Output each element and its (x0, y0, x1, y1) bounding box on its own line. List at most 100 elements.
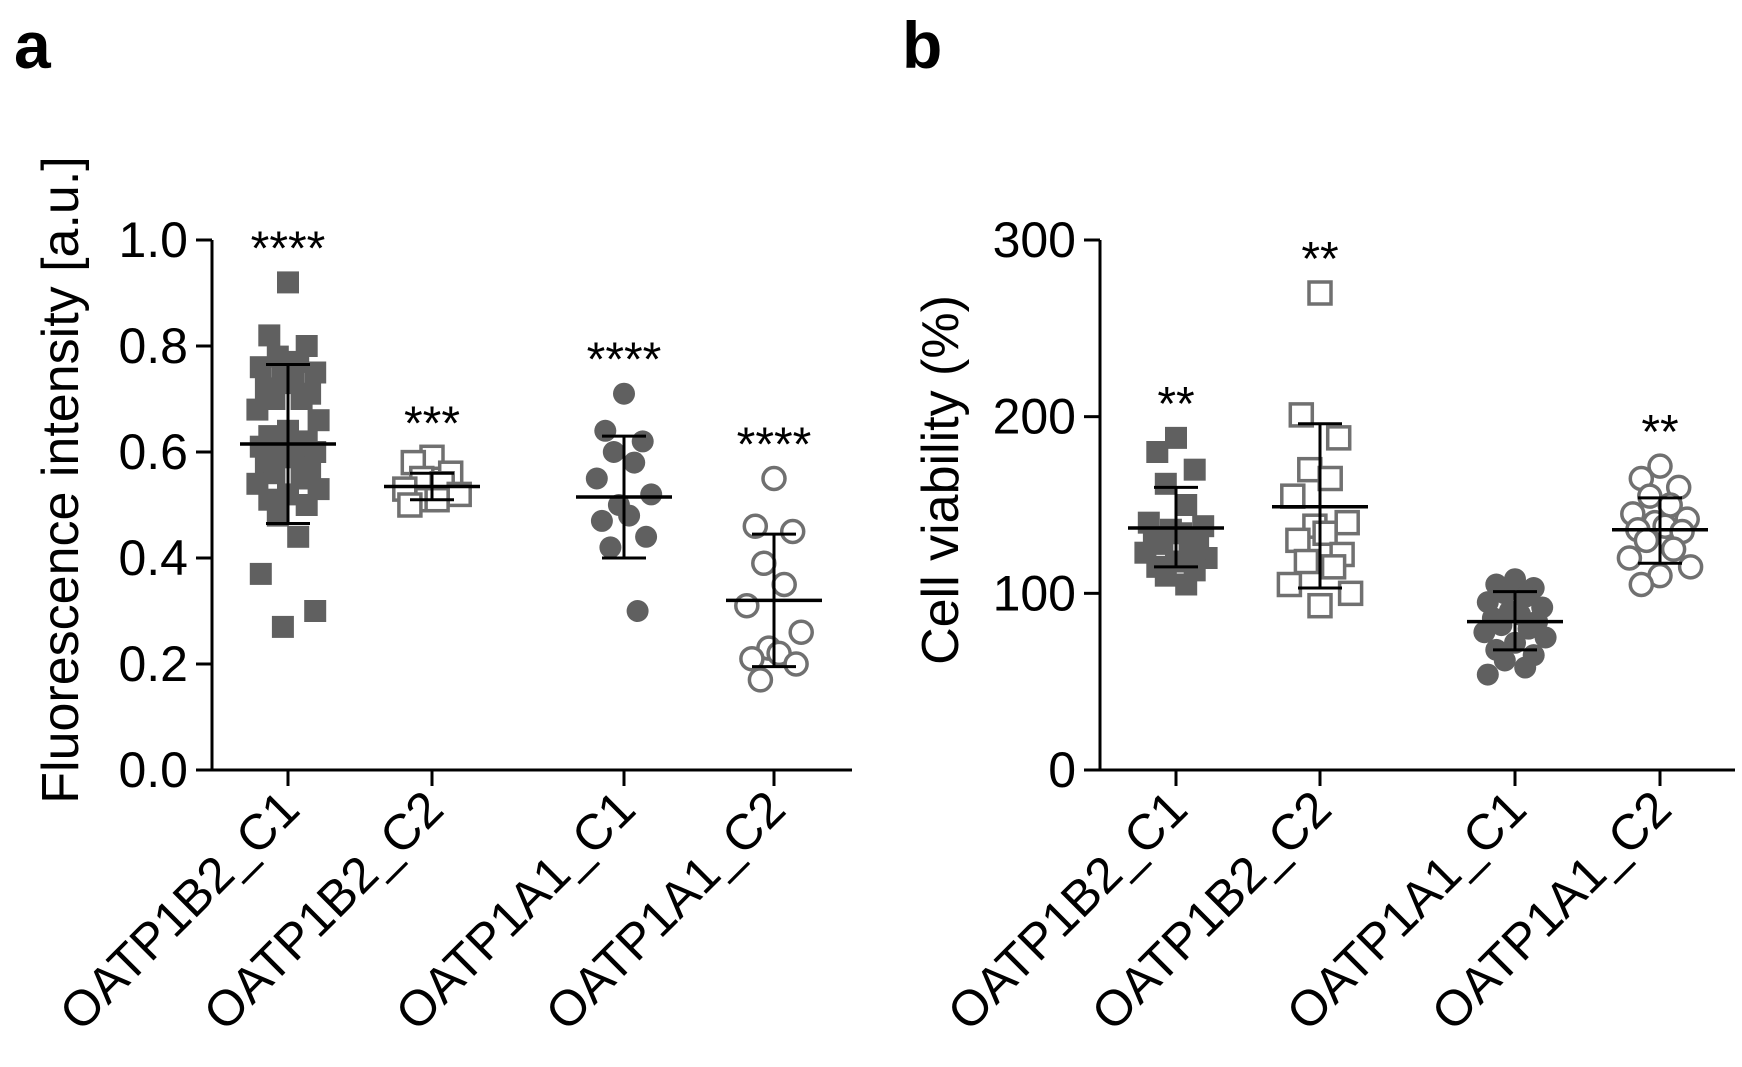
panel-a-significance-label: **** (251, 222, 326, 275)
panel-a-data-point (304, 361, 327, 384)
panel-a-data-point (290, 388, 313, 410)
panel-a-y-axis-label: Fluorescence intensity [a.u.] (32, 156, 90, 803)
panel-a-data-point (246, 398, 269, 421)
panel-a-data-point (594, 419, 617, 442)
panel-a: a Fluorescence intensity [a.u.] 0.0 0.2 0.… (14, 8, 852, 1041)
panel-b-data-point (1165, 426, 1187, 449)
panel-a-data-point (287, 525, 310, 548)
panel-b-data-point (1337, 580, 1364, 607)
panel-a-data-point (271, 615, 294, 638)
panel-a-axes: 0.00.20.40.60.81.0OATP1B2_C1OATP1B2_C2OA… (49, 212, 852, 1041)
panel-b-significance-label: ** (1157, 378, 1194, 431)
panel-a-significance-label: **** (587, 334, 662, 387)
panel-b-data-point (1154, 472, 1177, 495)
panel-a-data-point (742, 513, 769, 539)
panel-a-data-point (304, 600, 327, 622)
panel-a-data-point (266, 504, 289, 527)
panel-b-data-point (1285, 527, 1311, 554)
panel-b-data-point (1183, 458, 1206, 481)
panel-a-y-tick-label: 0.6 (118, 424, 188, 480)
panel-b-data-point (1175, 573, 1198, 596)
panel-a-data-point (618, 504, 641, 527)
panel-b-y-tick-label: 300 (993, 212, 1076, 268)
panel-a-y-tick-label: 1.0 (118, 212, 188, 268)
panel-b-data-point (1334, 509, 1360, 536)
panel-a-data-point (263, 388, 286, 410)
panel-b-data-point (1647, 453, 1673, 479)
panel-a-data-point (590, 509, 613, 532)
panel-a-data-point (258, 324, 281, 347)
panel-b-data-point (1677, 554, 1704, 580)
panel-a-data-point (635, 525, 658, 548)
panel-b-data-point (1490, 614, 1513, 637)
panel-b-data-point (1633, 527, 1660, 554)
panel-a-data-point (771, 571, 797, 598)
panel-b-data-point (1307, 592, 1333, 619)
panel-b-data-point (1175, 494, 1198, 516)
panel-a-series-OATP1A1_C2: **** (726, 419, 822, 693)
panel-a-data-point (623, 451, 646, 474)
panel-b-y-tick-label: 0 (1048, 742, 1076, 798)
panel-b-y-axis-label: Cell viability (%) (912, 295, 970, 665)
panel-a-significance-label: **** (737, 419, 812, 472)
panel-b-data-point (1493, 649, 1516, 672)
panel-b-series-OATP1B2_C1: ** (1128, 378, 1224, 596)
panel-b-label: b (902, 8, 942, 82)
panel-b-data-point (1288, 402, 1315, 428)
panel-b-data-point (1151, 532, 1174, 555)
panel-b: b Cell viability (%) 0100200300OATP1B2_C… (902, 8, 1735, 1041)
panel-b-series-OATP1B2_C2: ** (1272, 233, 1368, 619)
panel-a-data-point (626, 600, 649, 622)
panel-a-data-point (788, 619, 814, 645)
panel-b-data-point (1154, 564, 1177, 587)
panel-b-series-OATP1A1_C1 (1467, 568, 1563, 686)
panel-a-y-tick-label: 0.2 (118, 636, 188, 692)
panel-a-data-point (307, 409, 330, 432)
panel-a-data-point (295, 494, 318, 516)
panel-b-data-point (1293, 548, 1320, 575)
panel-a-data-point (640, 483, 663, 506)
panel-b-significance-label: ** (1641, 406, 1678, 459)
panel-b-data-point (1660, 536, 1687, 562)
panel-b-data-point (1320, 554, 1347, 580)
panel-a-data-point (277, 271, 299, 294)
panel-b-axes: 0100200300OATP1B2_C1OATP1B2_C2OATP1A1_C1… (937, 212, 1735, 1041)
panel-b-data-point (1493, 582, 1516, 605)
panel-b-data-point (1276, 571, 1303, 598)
panel-b-data-point (1325, 425, 1352, 451)
panel-a-data-point (779, 518, 806, 545)
panel-a-data-point (249, 562, 272, 585)
panel-b-data-point (1280, 483, 1306, 509)
panel-a-data-point (585, 467, 608, 490)
panel-a-data-point (747, 667, 774, 693)
panel-a-y-tick-label: 0.4 (118, 530, 188, 586)
panel-a-data-point (249, 356, 272, 379)
panel-b-data-point (1616, 545, 1643, 571)
panel-b-data-point (1628, 571, 1655, 598)
panel-a-series-OATP1B2_C1: **** (240, 222, 336, 638)
panel-b-data-point (1317, 465, 1343, 492)
panel-b-data-point (1307, 280, 1333, 306)
panel-b-series-OATP1A1_C2: ** (1612, 406, 1708, 598)
panel-b-y-tick-label: 200 (993, 389, 1076, 445)
panel-b-data-point (1473, 621, 1496, 644)
panel-a-data-point (751, 550, 777, 577)
panel-a-series-OATP1B2_C2: *** (384, 397, 480, 518)
panel-a-label: a (14, 8, 52, 82)
panel-b-data-point (1146, 441, 1169, 463)
panel-b-data-point (1637, 483, 1663, 509)
panel-b-marks: ** ** ** (1128, 233, 1708, 686)
panel-b-data-point (1514, 656, 1537, 679)
panel-a-series-OATP1A1_C1: **** (576, 334, 672, 622)
panel-a-marks: *************** (240, 222, 822, 693)
panel-a-data-point (761, 465, 787, 492)
panel-b-significance-label: ** (1301, 233, 1338, 286)
panel-a-data-point (397, 492, 423, 518)
panel-a-data-point (734, 592, 760, 619)
panel-a-data-point (783, 651, 809, 677)
panel-a-y-tick-label: 0.8 (118, 318, 188, 374)
panel-b-data-point (1534, 626, 1557, 649)
panel-a-data-point (599, 536, 622, 559)
panel-a-data-point (613, 382, 635, 405)
